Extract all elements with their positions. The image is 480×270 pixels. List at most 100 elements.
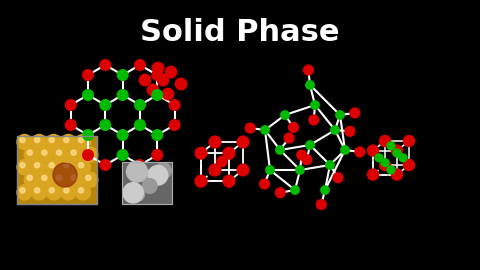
Point [225, 151, 233, 155]
Circle shape [17, 134, 32, 150]
Circle shape [27, 175, 32, 180]
Circle shape [64, 163, 69, 168]
Point [101, 163, 109, 167]
Circle shape [53, 163, 77, 187]
Point [381, 163, 389, 167]
Point [211, 140, 219, 144]
Point [167, 70, 175, 74]
Bar [122, 162, 172, 204]
Point [393, 148, 401, 153]
Circle shape [57, 175, 61, 180]
Circle shape [75, 185, 91, 200]
Point [306, 143, 314, 147]
Point [164, 92, 172, 96]
Point [136, 123, 144, 127]
Circle shape [46, 134, 61, 150]
Circle shape [85, 175, 91, 180]
Point [136, 163, 144, 167]
Point [369, 173, 377, 177]
Point [197, 151, 205, 155]
Circle shape [24, 147, 39, 162]
Point [159, 78, 167, 82]
Point [136, 103, 144, 107]
Point [119, 153, 127, 157]
Bar [17, 136, 97, 204]
Point [369, 148, 377, 153]
Circle shape [17, 185, 32, 200]
Point [387, 168, 395, 172]
Circle shape [123, 183, 144, 203]
Point [351, 111, 359, 115]
Point [67, 103, 74, 107]
Point [381, 139, 389, 143]
Point [154, 93, 161, 97]
Point [311, 103, 319, 107]
Circle shape [57, 150, 61, 155]
Circle shape [85, 150, 91, 155]
Point [281, 113, 289, 117]
Point [119, 73, 127, 77]
Circle shape [32, 134, 47, 150]
Point [84, 73, 92, 77]
Circle shape [49, 188, 54, 193]
Circle shape [68, 172, 83, 187]
Point [84, 133, 92, 137]
Circle shape [78, 163, 84, 168]
Circle shape [71, 175, 76, 180]
Point [171, 123, 179, 127]
Point [149, 88, 157, 92]
Circle shape [61, 134, 76, 150]
Circle shape [64, 188, 69, 193]
Point [346, 129, 354, 134]
Point [197, 179, 205, 183]
Circle shape [68, 147, 83, 162]
Point [289, 125, 297, 130]
Point [141, 78, 149, 82]
Circle shape [20, 137, 25, 143]
Point [276, 148, 284, 152]
Point [375, 156, 383, 160]
Point [101, 63, 109, 67]
Point [296, 168, 304, 172]
Point [341, 148, 349, 152]
Point [84, 93, 92, 97]
Point [154, 153, 161, 157]
Point [303, 157, 311, 162]
Point [101, 103, 109, 107]
Circle shape [32, 160, 47, 175]
Point [326, 163, 334, 167]
Point [306, 83, 314, 87]
Circle shape [78, 137, 84, 143]
Circle shape [83, 172, 98, 187]
Point [239, 140, 247, 144]
Point [387, 144, 395, 148]
Circle shape [83, 147, 98, 162]
Circle shape [64, 137, 69, 143]
Circle shape [35, 137, 40, 143]
Point [84, 153, 92, 157]
Point [317, 202, 325, 207]
Point [405, 163, 413, 167]
Point [298, 153, 306, 157]
Circle shape [39, 172, 54, 187]
Bar [17, 136, 97, 204]
Circle shape [156, 163, 171, 179]
Circle shape [17, 160, 32, 175]
Point [393, 151, 401, 155]
Point [67, 123, 74, 127]
Point [136, 63, 144, 67]
Point [246, 126, 254, 130]
Circle shape [24, 172, 39, 187]
Point [154, 73, 161, 77]
Point [285, 136, 293, 140]
Circle shape [49, 137, 54, 143]
Point [218, 160, 226, 164]
Circle shape [20, 188, 25, 193]
Circle shape [71, 150, 76, 155]
Bar [122, 162, 172, 204]
Circle shape [61, 160, 76, 175]
Circle shape [127, 161, 147, 182]
Circle shape [75, 134, 91, 150]
Circle shape [42, 175, 47, 180]
Circle shape [143, 179, 157, 193]
